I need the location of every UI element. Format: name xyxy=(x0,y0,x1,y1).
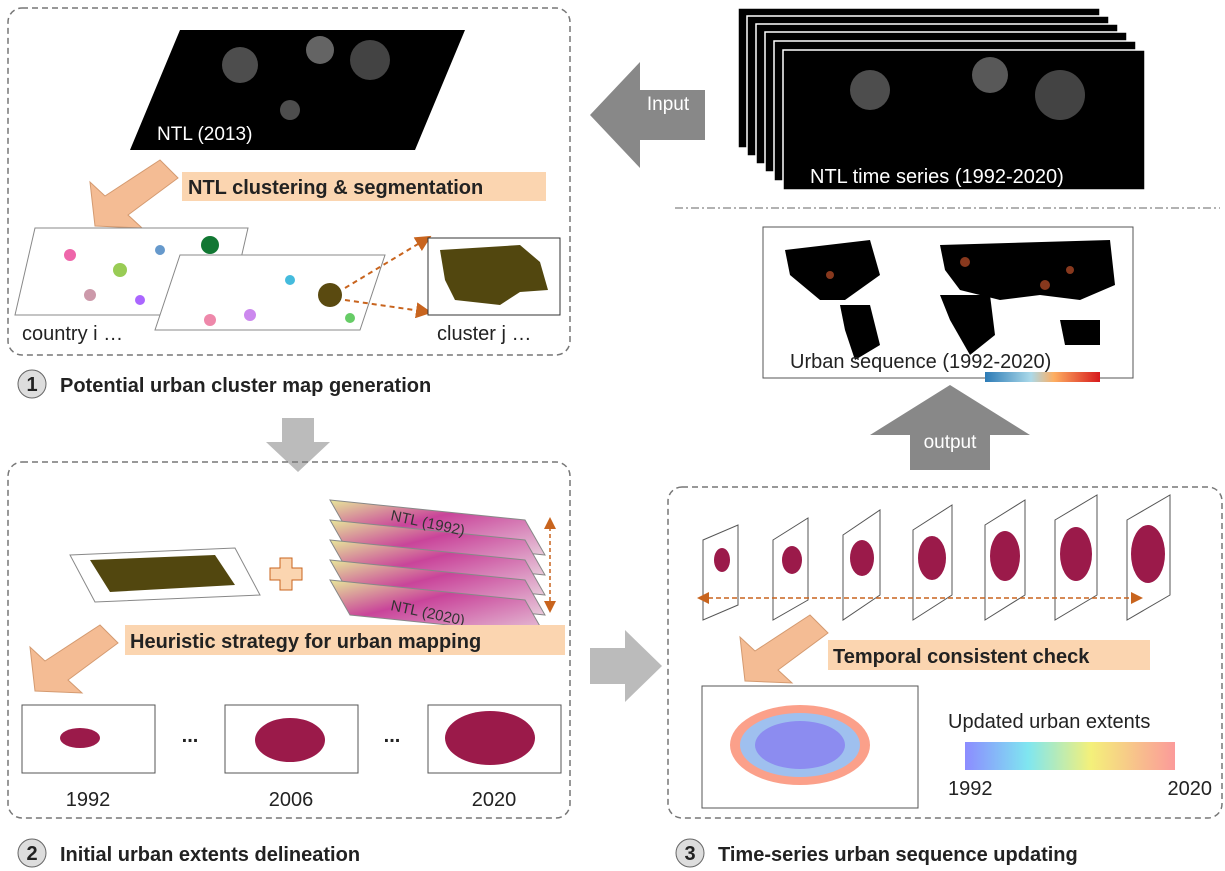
step-title: Time-series urban sequence updating xyxy=(718,844,1078,866)
highlight xyxy=(182,172,546,201)
step-badge xyxy=(675,838,705,868)
step-title: Potential urban cluster map generation xyxy=(60,375,431,397)
arrow xyxy=(590,630,662,702)
arrow xyxy=(344,235,432,289)
country-label: country i … xyxy=(22,323,123,345)
legend-max: 2020 xyxy=(1168,778,1213,800)
step-badge xyxy=(17,369,47,399)
plus xyxy=(269,557,303,591)
step-number: 1 xyxy=(26,374,37,396)
ntl-lights xyxy=(850,57,1085,120)
highlight xyxy=(828,640,1150,670)
process-label: NTL clustering & segmentation xyxy=(188,177,483,199)
year-label: 2006 xyxy=(269,789,314,811)
country-map xyxy=(154,254,386,331)
colorbar xyxy=(965,742,1175,770)
input-label: Input xyxy=(647,94,690,115)
arrow xyxy=(344,299,432,319)
arrow xyxy=(739,614,829,684)
urban-blob xyxy=(255,718,325,762)
step-title: Initial urban extents delineation xyxy=(60,844,360,866)
output-label: output xyxy=(924,432,978,453)
colorbar xyxy=(985,372,1100,382)
ntl-image xyxy=(130,30,465,150)
legend-min: 1992 xyxy=(948,778,993,800)
panel-frame xyxy=(7,461,571,819)
arrow xyxy=(266,418,330,472)
arrow xyxy=(29,624,119,694)
panel-frame xyxy=(7,7,571,356)
world-shapes xyxy=(785,240,1115,360)
urban-dots xyxy=(826,257,1074,290)
ntl-label: NTL (2013) xyxy=(157,124,252,145)
ntl-stack xyxy=(737,7,1146,191)
process-label: Heuristic strategy for urban mapping xyxy=(130,631,481,653)
process-label: Temporal consistent check xyxy=(833,646,1090,668)
cluster-shape xyxy=(440,245,548,305)
legend-title: Updated urban extents xyxy=(948,711,1150,733)
arrow xyxy=(89,159,179,229)
ellipsis: ... xyxy=(384,725,401,747)
series-label: NTL time series (1992-2020) xyxy=(810,166,1064,188)
step-badge xyxy=(17,838,47,868)
ellipsis: ... xyxy=(182,725,199,747)
input-arrow xyxy=(590,62,705,168)
step-number: 3 xyxy=(684,843,695,865)
cluster-shape xyxy=(90,555,235,592)
ntl-layers xyxy=(329,499,546,636)
sequence-frames xyxy=(702,494,1171,621)
clusters xyxy=(204,275,355,326)
output-arrow xyxy=(870,385,1030,470)
highlight xyxy=(125,625,565,655)
ntl-lights xyxy=(222,36,390,120)
step-number: 2 xyxy=(26,843,37,865)
year-label: 2020 xyxy=(472,789,517,811)
cluster-label: cluster j … xyxy=(437,323,531,345)
year-label: 1992 xyxy=(66,789,111,811)
urban-blob xyxy=(60,728,100,748)
panel-frame xyxy=(667,486,1223,819)
urban-core xyxy=(755,721,845,769)
map-label: Urban sequence (1992-2020) xyxy=(790,351,1051,373)
urban-blob xyxy=(445,711,535,765)
